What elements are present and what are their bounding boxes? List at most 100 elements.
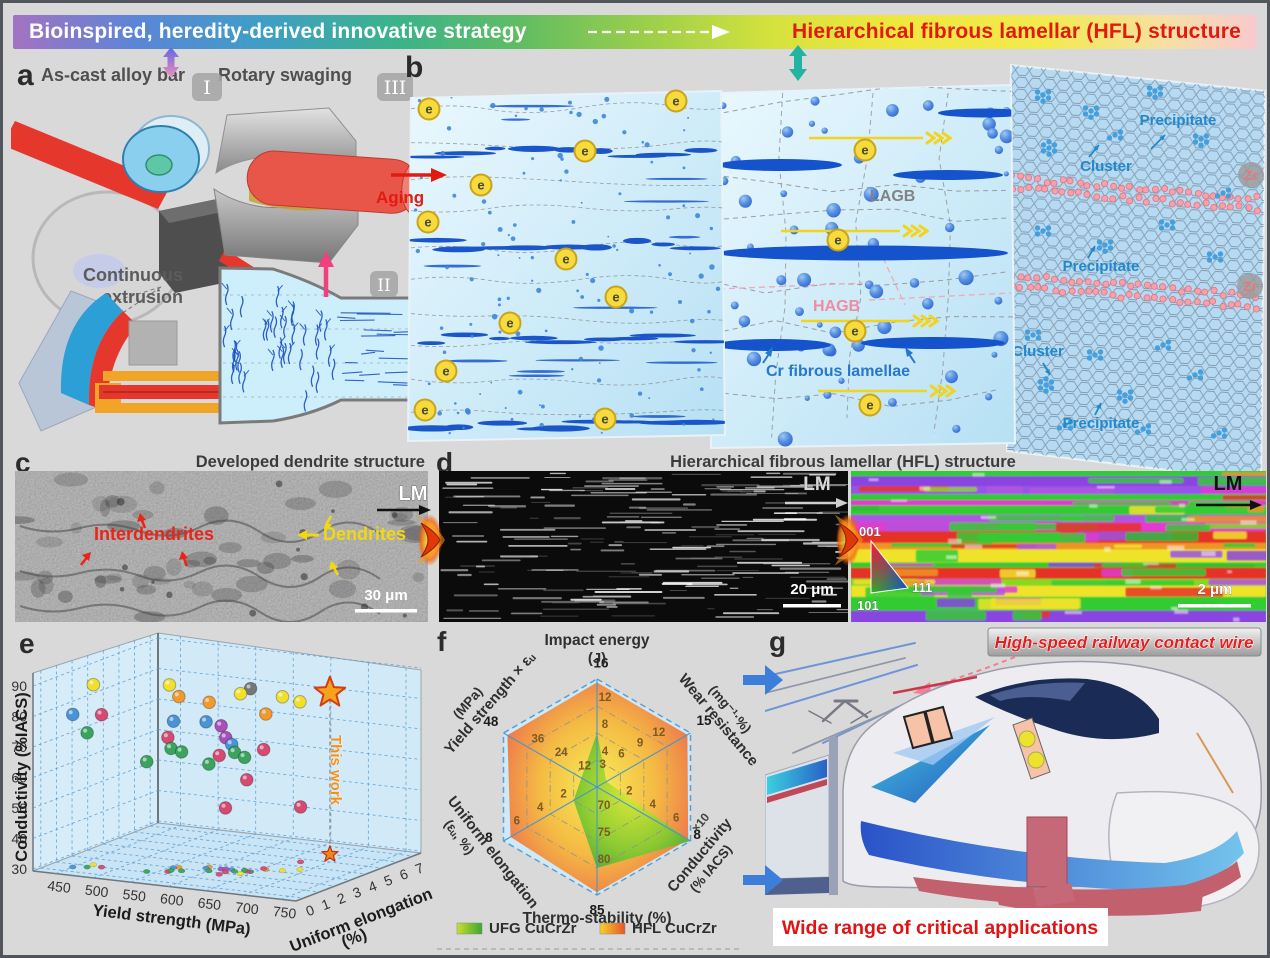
- panel-f-label: f: [437, 626, 447, 657]
- ipf-color-key: 001 111 101: [857, 524, 933, 614]
- continuous-casting-machine: [11, 115, 263, 418]
- svg-text:80: 80: [11, 709, 27, 725]
- lattice-labels: Precipitate Cluster Zr Precipitate Zr Cl…: [1012, 112, 1264, 432]
- cluster-label-1: Cluster: [1080, 158, 1132, 175]
- zr-badge-2: [1237, 273, 1263, 299]
- svg-text:48: 48: [483, 714, 499, 729]
- zr-badge-1: [1238, 162, 1264, 188]
- cr-lamellae-arrows: [762, 347, 916, 364]
- panel-c-label: c: [15, 448, 31, 478]
- svg-text:6: 6: [618, 748, 624, 760]
- continuous-extrusion-machine: [18, 290, 229, 432]
- axis-impact-unit: (J): [588, 650, 606, 667]
- svg-text:12: 12: [599, 692, 612, 704]
- svg-text:80: 80: [598, 854, 611, 866]
- svg-text:500: 500: [84, 882, 109, 901]
- svg-text:600: 600: [159, 890, 184, 909]
- svg-text:4: 4: [602, 746, 609, 758]
- lattice-atoms-layer: [1007, 85, 1261, 439]
- dendrite-arrow-icon: [297, 530, 319, 540]
- interdendrite-arrows: [80, 513, 189, 567]
- ipf-111-label: 111: [912, 580, 932, 595]
- svg-text:e: e: [601, 412, 608, 427]
- svg-text:e: e: [424, 215, 431, 230]
- svg-text:8: 8: [693, 827, 701, 842]
- dendrite-strokes-layer: [221, 282, 415, 412]
- banner-strategy-label: Bioinspired, heredity-derived innovative…: [29, 20, 527, 43]
- this-work-label: This work: [327, 735, 344, 806]
- z-axis-label: Conductivity (%IACS): [13, 692, 31, 862]
- svg-text:e: e: [442, 364, 449, 379]
- svg-text:12: 12: [652, 727, 665, 739]
- scale-bar-label: 30 μm: [364, 587, 407, 604]
- svg-text:7: 7: [413, 859, 426, 877]
- svg-text:4: 4: [537, 802, 544, 814]
- ipf-101-label: 101: [857, 598, 879, 613]
- svg-text:4: 4: [650, 799, 657, 811]
- panel-e-label: e: [19, 628, 35, 659]
- upcycle-pink-arrow-icon: [318, 251, 334, 297]
- svg-text:85: 85: [589, 903, 605, 918]
- hagb-label: HAGB: [813, 298, 860, 315]
- svg-text:75: 75: [598, 827, 611, 839]
- grain-decoration-layer: [714, 85, 1015, 447]
- rotary-swaging-label: Rotary swaging: [218, 65, 352, 85]
- lm-direction-label: LM: [399, 483, 428, 505]
- axis-impact-label: Impact energy: [544, 632, 649, 649]
- panel-g-application: g High-speed railway contact wire: [765, 626, 1262, 946]
- banner-dashed-arrow-icon: [588, 25, 731, 39]
- cluster-label-2: Cluster: [1012, 343, 1064, 360]
- lm-arrow-icon: [377, 505, 431, 515]
- svg-text:5: 5: [382, 871, 395, 889]
- lm-arrow-icon-sem: [785, 498, 848, 508]
- svg-text:70: 70: [598, 800, 611, 812]
- zr-label-1: Zr: [1244, 167, 1259, 183]
- legend-hfl-label: HFL CuCrZr: [632, 920, 717, 937]
- svg-text:4: 4: [366, 877, 379, 895]
- dendrites-label: Dendrites: [323, 524, 406, 544]
- svg-text:e: e: [425, 102, 432, 117]
- svg-text:16: 16: [593, 655, 609, 670]
- stage-3-badge: III: [377, 73, 413, 101]
- continuous-extrusion-label-2: extrusion: [102, 287, 183, 307]
- svg-text:II: II: [377, 276, 390, 296]
- continuous-extrusion-label-1: Continuous: [83, 265, 183, 285]
- panel-c-micrograph: c Developed dendrite structure LM Interd…: [15, 448, 431, 622]
- svg-text:12: 12: [578, 761, 591, 773]
- stage-1-badge: I: [192, 73, 222, 101]
- svg-text:e: e: [851, 324, 858, 339]
- svg-text:36: 36: [531, 734, 544, 746]
- precipitate-label-1: Precipitate: [1140, 112, 1217, 129]
- svg-text:e: e: [866, 398, 873, 413]
- svg-text:70: 70: [11, 739, 27, 755]
- svg-text:0: 0: [304, 901, 317, 919]
- svg-text:2: 2: [335, 889, 348, 907]
- svg-text:2: 2: [560, 789, 566, 801]
- legend-swatch-hfl: [599, 922, 626, 935]
- svg-text:550: 550: [122, 886, 147, 905]
- atomic-lattice-sheet: Precipitate Cluster Zr Precipitate Zr Cl…: [1005, 63, 1267, 483]
- contact-wire-callout: High-speed railway contact wire: [913, 627, 1262, 695]
- svg-text:8: 8: [485, 830, 493, 845]
- cr-fibrous-lamellae-label: Cr fibrous lamellae: [766, 363, 910, 380]
- hfl-grain-sheet: LAGB HAGB Cr fibrous lamellae: [709, 83, 1017, 450]
- panel-d-title: Hierarchical fibrous lamellar (HFL) stru…: [670, 453, 1016, 471]
- dendrite-small-arrows: [324, 515, 340, 576]
- svg-text:6: 6: [397, 865, 410, 883]
- svg-text:8: 8: [602, 719, 609, 731]
- panel-d-label: d: [436, 448, 453, 478]
- radar-plot: [502, 678, 692, 896]
- svg-text:750: 750: [272, 903, 297, 922]
- svg-text:40: 40: [11, 831, 27, 847]
- dendrite-to-fiber-schematic: [218, 266, 417, 425]
- scale-bar-ebsd: [1178, 604, 1251, 608]
- lm-direction-label-sem: LM: [803, 474, 830, 495]
- svg-text:6: 6: [514, 816, 520, 828]
- stage-2-badge: II: [370, 271, 398, 297]
- scale-bar-label-ebsd: 2 μm: [1197, 581, 1232, 598]
- svg-text:90: 90: [11, 678, 27, 694]
- train-illustration: [765, 660, 1262, 916]
- svg-text:e: e: [834, 233, 841, 248]
- electron-badges-layer: e e e e e e e e e e e e e e e: [413, 89, 1166, 431]
- lm-arrow-icon-ebsd: [1196, 500, 1262, 510]
